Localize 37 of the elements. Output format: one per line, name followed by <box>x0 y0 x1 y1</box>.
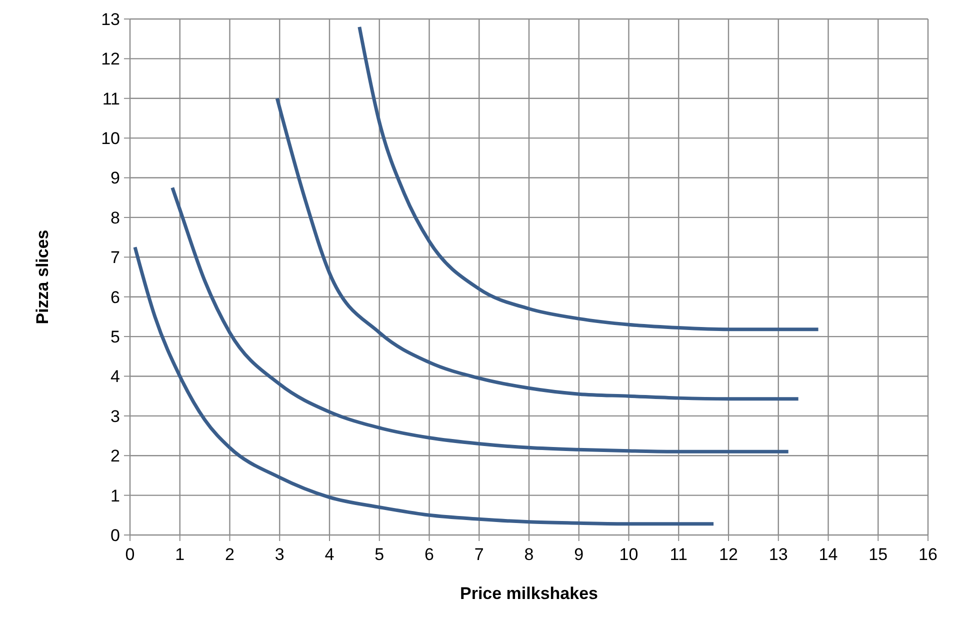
line-series <box>358 25 820 332</box>
x-tick-label: 12 <box>719 545 738 564</box>
y-tick-label: 8 <box>110 208 120 228</box>
y-tick-label: 10 <box>101 129 120 148</box>
y-tick-label: 2 <box>110 446 120 466</box>
x-tick-label: 8 <box>524 545 534 564</box>
line-series <box>133 245 716 526</box>
x-tick-label: 5 <box>374 545 384 564</box>
x-tick-label: 14 <box>818 545 838 564</box>
x-tick-label: 4 <box>324 545 334 564</box>
y-tick-label: 0 <box>110 526 120 545</box>
y-tick-label: 13 <box>101 10 120 29</box>
y-tick-label: 11 <box>102 89 120 108</box>
x-tick-label: 10 <box>619 545 638 564</box>
x-tick-label: 9 <box>574 545 584 564</box>
y-tick-label: 5 <box>110 327 120 346</box>
y-tick-label: 1 <box>110 486 120 506</box>
x-tick-label: 2 <box>225 545 234 564</box>
y-tick-label: 6 <box>110 288 120 307</box>
y-tick-label: 9 <box>110 168 120 188</box>
x-tick-label: 0 <box>125 545 135 564</box>
line-series <box>275 96 800 401</box>
x-tick-label: 15 <box>868 545 888 564</box>
y-tick-label: 7 <box>110 248 120 268</box>
x-tick-label: 11 <box>670 545 688 564</box>
y-tick-label: 4 <box>110 367 120 386</box>
x-tick-label: 7 <box>474 545 484 564</box>
y-tick-label: 3 <box>110 406 120 426</box>
line-series <box>170 186 790 454</box>
x-tick-label: 3 <box>274 545 284 564</box>
x-tick-label: 13 <box>768 545 788 564</box>
x-tick-label: 16 <box>918 545 938 564</box>
x-tick-label: 6 <box>424 545 434 564</box>
x-axis-title: Price milkshakes <box>460 584 598 603</box>
y-tick-label: 12 <box>101 50 120 69</box>
y-axis-title: Pizza slices <box>33 230 52 324</box>
x-tick-label: 1 <box>175 545 185 564</box>
